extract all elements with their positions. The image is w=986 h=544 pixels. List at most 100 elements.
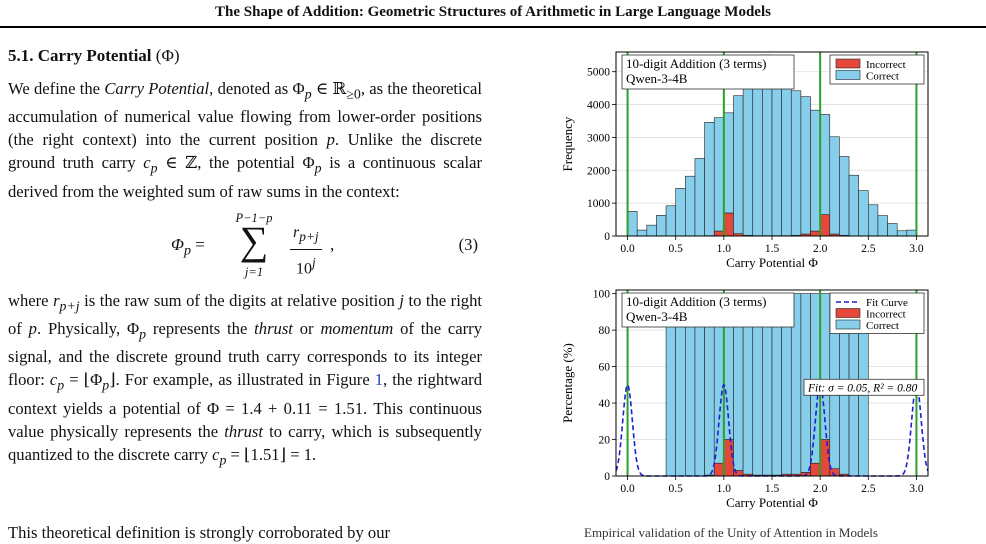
y-tick-label: 40 — [599, 398, 611, 410]
frequency-chart-svg: 0 1000 2000 3000 4000 5000 0.0 0.5 1.0 1.5 2.0 2.5 3… — [556, 44, 936, 276]
section-heading: 5.1. Carry Potential (Φ) — [8, 44, 482, 67]
section-symbol: (Φ) — [156, 46, 180, 65]
legend-label: Incorrect — [866, 309, 906, 321]
legend-label: Incorrect — [866, 59, 906, 71]
y-axis-label: Percentage (%) — [560, 343, 575, 423]
bar-correct — [685, 176, 695, 236]
x-tick-label: 3.0 — [909, 243, 924, 255]
y-tick-label: 0 — [604, 471, 610, 483]
bar-correct — [907, 230, 917, 236]
y-tick-label: 0 — [604, 231, 610, 243]
bar-correct — [647, 225, 657, 236]
y-tick-label: 20 — [599, 435, 611, 447]
annotation-model: Qwen-3-4B — [626, 309, 688, 324]
annotation-title: 10-digit Addition (3 terms) — [626, 294, 766, 309]
bar-incorrect — [811, 231, 821, 236]
y-tick-label: 5000 — [587, 67, 610, 79]
bar-correct — [791, 91, 801, 236]
y-tick-label: 80 — [599, 325, 611, 337]
legend-label: Fit Curve — [866, 297, 908, 309]
x-tick-label: 1.0 — [717, 243, 732, 255]
bar-correct — [868, 205, 878, 236]
x-tick-label: 0.0 — [620, 483, 635, 495]
paragraph-corroboration: This theoretical definition is strongly … — [8, 521, 482, 544]
figure-caption-stub: Empirical validation of the Unity of Att… — [584, 525, 878, 541]
x-tick-label: 2.0 — [813, 243, 828, 255]
equation-3: Φp = P−1−p ∑ j=1 rp+j 10j , (3) — [8, 207, 482, 287]
bar-correct — [782, 68, 792, 236]
x-tick-label: 1.0 — [717, 483, 732, 495]
bar-correct — [859, 191, 869, 236]
x-tick-label: 1.5 — [765, 483, 780, 495]
section-title: Carry Potential — [38, 46, 152, 65]
bar-incorrect — [724, 213, 734, 236]
bar-correct — [628, 211, 638, 236]
x-tick-label: 0.0 — [620, 243, 635, 255]
y-tick-label: 2000 — [587, 165, 610, 177]
running-header: The Shape of Addition: Geometric Structu… — [0, 4, 986, 21]
bar-correct — [743, 78, 753, 235]
x-axis-label: Carry Potential Φ — [726, 495, 818, 510]
x-axis-label: Carry Potential Φ — [726, 255, 818, 270]
legend-label: Correct — [866, 320, 899, 332]
annotation-title: 10-digit Addition (3 terms) — [626, 56, 766, 71]
x-tick-label: 2.0 — [813, 483, 828, 495]
x-tick-label: 0.5 — [669, 483, 684, 495]
bar-correct — [849, 175, 859, 236]
header-rule — [0, 26, 986, 28]
x-tick-label: 1.5 — [765, 243, 780, 255]
equation-number: (3) — [459, 233, 478, 256]
bar-correct — [676, 188, 686, 236]
bar-correct — [637, 230, 647, 236]
left-column: 5.1. Carry Potential (Φ) We define the C… — [8, 44, 482, 471]
bar-correct — [811, 110, 821, 231]
bar-incorrect — [714, 463, 724, 476]
y-axis-label: Frequency — [560, 116, 575, 171]
bar-correct — [811, 294, 821, 464]
frequency-histogram: 0 1000 2000 3000 4000 5000 0.0 0.5 1.0 1.5 2.0 2.5 3… — [556, 44, 936, 281]
y-tick-label: 4000 — [587, 100, 610, 112]
x-tick-label: 2.5 — [861, 243, 876, 255]
bar-correct — [897, 231, 907, 236]
annotation-model: Qwen-3-4B — [626, 71, 688, 86]
bar-correct — [724, 113, 734, 213]
bar-correct — [753, 65, 763, 235]
bar-incorrect — [714, 231, 724, 236]
legend-swatch-incorrect — [836, 59, 860, 68]
bar-correct — [666, 206, 676, 236]
legend-label: Correct — [866, 71, 899, 83]
bar-incorrect — [820, 215, 830, 236]
bar-correct — [830, 137, 840, 234]
y-tick-label: 60 — [599, 362, 611, 374]
legend-swatch-correct — [836, 320, 860, 329]
y-tick-label: 3000 — [587, 132, 610, 144]
legend-swatch-correct — [836, 71, 860, 80]
percentage-chart-svg: 0 20 40 60 80 100 0.0 0.5 1.0 1.5 2.0 2.5 3.0 Carry P… — [556, 282, 936, 518]
equation-summation: P−1−p ∑ j=1 — [222, 207, 286, 284]
equation-fraction: rp+j 10j — [290, 221, 322, 281]
paragraph-interpretation: where rp+j is the raw sum of the digits … — [8, 289, 482, 471]
equation-lhs: Φp = — [171, 233, 205, 262]
bar-correct — [705, 122, 715, 235]
legend-swatch-incorrect — [836, 309, 860, 318]
x-tick-label: 0.5 — [669, 243, 684, 255]
bar-correct — [656, 215, 666, 236]
bar-correct — [695, 158, 705, 236]
bar-correct — [820, 114, 830, 214]
bar-correct — [733, 96, 743, 234]
paragraph-definition: We define the Carry Potential, denoted a… — [8, 77, 482, 203]
x-tick-label: 2.5 — [861, 483, 876, 495]
y-tick-label: 1000 — [587, 198, 610, 210]
percentage-histogram: 0 20 40 60 80 100 0.0 0.5 1.0 1.5 2.0 2.5 3.0 Carry P… — [556, 282, 936, 523]
term-carry-potential: Carry Potential — [104, 79, 209, 98]
x-tick-label: 3.0 — [909, 483, 924, 495]
y-tick-label: 100 — [593, 289, 611, 301]
bar-correct — [839, 156, 849, 235]
bar-correct — [878, 216, 888, 236]
bar-correct — [888, 224, 898, 236]
bar-incorrect — [811, 463, 821, 476]
bar-correct — [801, 97, 811, 234]
fit-label: Fit: σ = 0.05, R² = 0.80 — [807, 382, 918, 394]
figure-link[interactable]: 1 — [375, 370, 383, 389]
bar-correct — [714, 118, 724, 231]
